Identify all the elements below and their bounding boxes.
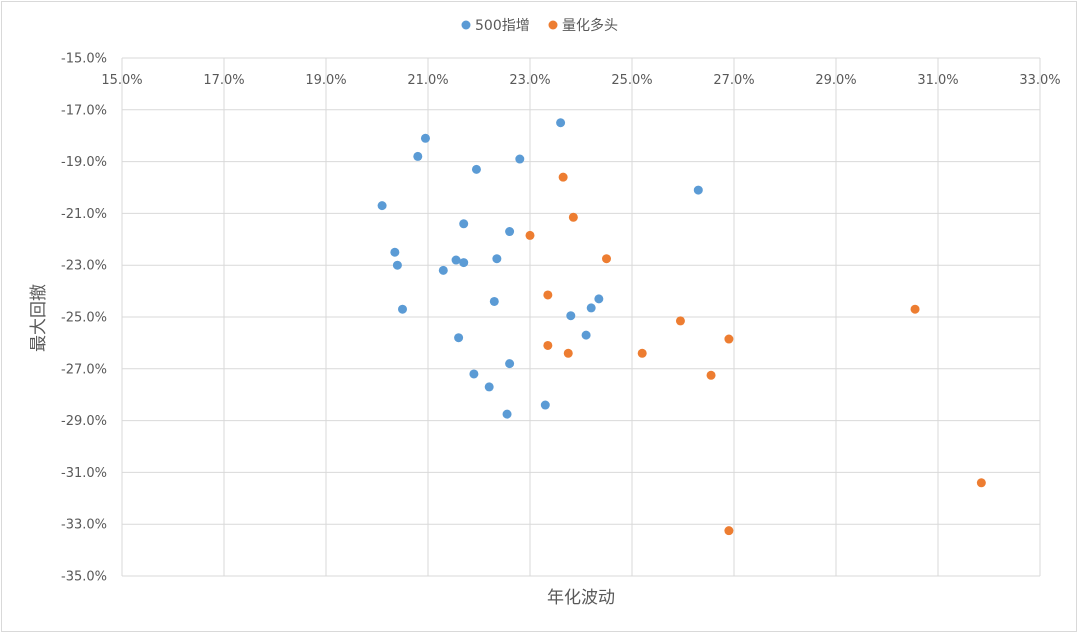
y-tick-label: -23.0% [61,259,107,274]
y-tick-label: -29.0% [61,414,107,429]
point-quant [910,304,920,314]
y-tick-labels: -15.0% -17.0% -19.0% -21.0% -23.0% -25.0% -27.… [61,52,107,585]
point-500 [540,400,550,410]
point-500 [556,118,566,128]
point-500 [693,185,703,195]
y-tick-label: -19.0% [61,155,107,170]
point-quant [976,478,986,488]
point-quant [724,334,734,344]
x-tick-label: 21.0% [407,73,448,88]
point-quant [543,340,553,350]
point-500 [459,219,469,229]
point-quant [525,230,535,240]
y-tick-label: -17.0% [61,103,107,118]
legend-marker-500 [461,20,471,30]
point-500 [492,254,502,264]
point-500 [459,258,469,268]
grid-lines [121,57,1041,577]
legend-label-quant: 量化多头 [562,17,618,34]
point-quant [724,526,734,536]
y-tick-label: -25.0% [61,311,107,326]
point-500 [489,296,499,306]
point-quant [706,370,716,380]
point-500 [471,164,481,174]
point-500 [451,255,461,265]
x-tick-label: 27.0% [713,73,754,88]
point-quant [637,348,647,358]
x-tick-label: 19.0% [305,73,346,88]
legend: 500指增 量化多头 [461,17,618,34]
point-500 [398,304,407,314]
point-quant [543,290,553,300]
y-tick-label: -27.0% [61,362,107,377]
point-500 [581,330,591,340]
x-tick-label: 31.0% [917,73,958,88]
point-500 [392,260,402,270]
point-500 [505,359,515,369]
point-quant [568,212,578,222]
y-tick-label: -35.0% [61,570,107,585]
x-tick-label: 25.0% [611,73,652,88]
y-tick-label: -15.0% [61,52,107,67]
y-tick-label: -21.0% [61,207,107,222]
point-quant [558,172,568,182]
point-500 [377,201,387,211]
x-tick-label: 15.0% [101,73,142,88]
y-tick-label: -33.0% [61,518,107,533]
point-500 [515,154,525,164]
x-tick-label: 17.0% [203,73,244,88]
point-500 [390,247,400,257]
point-500 [484,382,494,392]
point-500 [505,227,515,237]
point-500 [438,265,448,275]
point-500 [413,151,423,161]
point-500 [594,294,604,304]
x-tick-label: 29.0% [815,73,856,88]
x-tick-label: 23.0% [509,73,550,88]
legend-marker-quant [548,20,558,30]
point-500 [586,303,596,313]
point-quant [563,348,573,358]
point-500 [469,369,479,379]
point-quant [602,254,611,264]
point-500 [502,409,512,419]
legend-label-500: 500指增 [475,18,530,34]
x-axis-title: 年化波动 [547,588,615,608]
point-quant [675,316,685,326]
data-points [377,118,986,536]
point-500 [454,333,464,343]
point-500 [420,133,430,143]
x-tick-labels: 15.0% 17.0% 19.0% 21.0% 23.0% 25.0% 27.0% 29.0%… [101,73,1060,88]
point-500 [566,311,576,321]
x-tick-label: 33.0% [1019,73,1060,88]
y-tick-label: -31.0% [61,466,107,481]
y-axis-title: 最大回撤 [29,284,49,352]
